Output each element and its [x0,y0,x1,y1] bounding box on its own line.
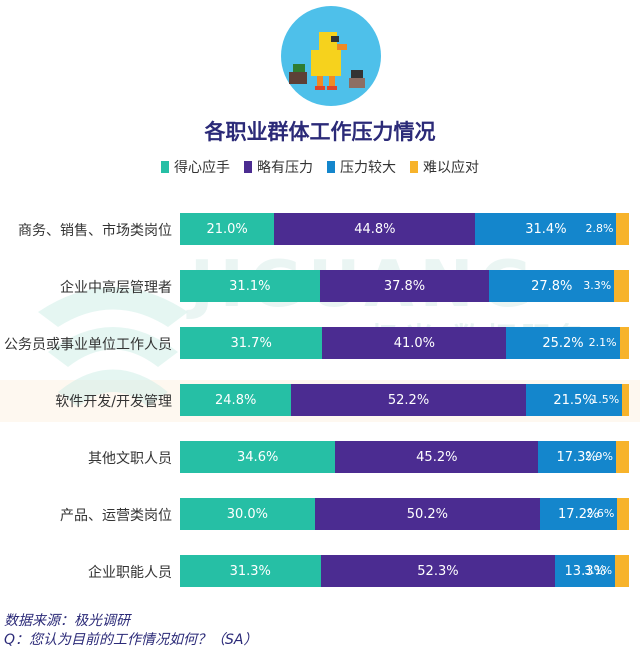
bar-segment: 13.3% [555,555,616,587]
duck-illustration-badge [281,6,381,106]
category-label: 其他文职人员 [88,451,172,467]
bar-segment: 30.0% [180,498,315,530]
data-label: 2.8% [585,222,614,235]
bar-segment: 31.7% [180,327,323,359]
stacked-bar: 31.3% 52.3% 13.3% 3.1% [180,555,629,587]
bar-segment: 31.3% [180,555,321,587]
data-label: 52.2% [387,392,430,408]
bar-segment: 2.9% [585,441,629,473]
bar-segment: 2.6% [586,498,629,530]
data-label: 24.8% [215,392,257,408]
bar-segment: 21.5% [525,384,623,416]
data-label: 2.6% [586,507,615,520]
bar-segment: 44.8% [274,213,476,245]
legend-item-2: 压力较大 [327,157,396,177]
data-label: 50.2% [406,506,449,522]
legend-label: 略有压力 [257,160,313,176]
data-label: 31.1% [229,278,271,294]
category-label: 商务、销售、市场类岗位 [18,223,172,239]
category-label: 软件开发/开发管理 [55,394,172,410]
data-label: 31.4% [525,221,567,237]
data-label: 3.3% [583,279,612,292]
legend-item-1: 略有压力 [244,157,313,177]
data-source: 数据来源：极光调研 [4,613,130,629]
data-label: 41.0% [393,335,436,351]
bar-row: 软件开发/开发管理 24.8% 52.2% 21.5% 1.5% [0,384,640,416]
legend-swatch [161,161,169,173]
data-label: 2.1% [588,336,617,349]
data-label: 34.6% [237,449,279,465]
category-label: 企业中高层管理者 [60,280,172,296]
data-label: 21.5% [553,392,595,408]
data-label: 31.7% [230,335,272,351]
data-label: 45.2% [416,449,458,465]
bar-segment: 41.0% [322,327,507,359]
chart-legend: 得心应手 略有压力 压力较大 难以应对 [0,157,640,177]
data-label: 31.3% [229,563,271,579]
bar-segment: 2.8% [585,213,629,245]
legend-swatch [244,161,252,173]
legend-label: 难以应对 [423,160,479,176]
data-label: 17.2% [558,506,600,522]
legend-item-3: 难以应对 [410,157,479,177]
bar-row: 公务员或事业单位工作人员 31.7% 41.0% 25.2% 2.1% [0,327,640,359]
bar-segment: 52.2% [291,384,526,416]
duck-icon [289,32,365,90]
stacked-bar: 24.8% 52.2% 21.5% 1.5% [180,384,629,416]
bar-segment: 31.4% [475,213,617,245]
legend-swatch [410,161,418,173]
data-label: 30.0% [226,506,268,522]
stacked-bar: 34.6% 45.2% 17.3% 2.9% [180,441,629,473]
bar-row: 企业中高层管理者 31.1% 37.8% 27.8% 3.3% [0,270,640,302]
data-label: 52.3% [417,563,459,579]
stacked-bar: 21.0% 44.8% 31.4% 2.8% [180,213,629,245]
legend-swatch [327,161,335,173]
category-label: 产品、运营类岗位 [60,508,172,524]
bar-segment: 1.5% [591,384,629,416]
data-label: 37.8% [383,278,426,294]
data-label: 1.5% [591,393,620,406]
bar-row: 商务、销售、市场类岗位 21.0% 44.8% 31.4% 2.8% [0,213,640,245]
chart-title: 各职业群体工作压力情况 [204,120,436,144]
bar-segment: 50.2% [314,498,541,530]
bar-segment: 3.1% [584,555,629,587]
stacked-bar: 30.0% 50.2% 17.2% 2.6% [180,498,629,530]
bar-segment: 2.1% [589,327,629,359]
footer: 数据来源：极光调研 Q：您认为目前的工作情况如何？（SA） [4,612,257,650]
bar-segment: 24.8% [180,384,292,416]
bar-row: 其他文职人员 34.6% 45.2% 17.3% 2.9% [0,441,640,473]
bar-segment: 52.3% [320,555,556,587]
bar-segment: 31.1% [180,270,320,302]
survey-question: Q：您认为目前的工作情况如何？（SA） [4,632,258,648]
legend-item-0: 得心应手 [161,157,230,177]
data-label: 21.0% [206,221,248,237]
data-label: 2.9% [585,450,613,463]
data-label: 3.1% [584,564,613,577]
bar-segment: 21.0% [180,213,275,245]
bar-segment: 25.2% [506,327,620,359]
stacked-bar: 31.7% 41.0% 25.2% 2.1% [180,327,629,359]
data-label: 27.8% [531,278,573,294]
data-label: 13.3% [564,563,606,579]
bar-row: 产品、运营类岗位 30.0% 50.2% 17.2% 2.6% [0,498,640,530]
data-label: 25.2% [542,335,584,351]
bar-segment: 45.2% [335,441,539,473]
bar-segment: 17.2% [540,498,618,530]
legend-label: 得心应手 [174,160,230,176]
bar-segment: 34.6% [180,441,336,473]
watermark-logo-icon [38,287,188,407]
bar-segment: 17.3% [538,441,616,473]
bar-segment: 37.8% [319,270,490,302]
stacked-bar: 31.1% 37.8% 27.8% 3.3% [180,270,629,302]
bar-segment: 27.8% [489,270,615,302]
category-label: 公务员或事业单位工作人员 [4,337,172,353]
data-label: 17.3% [556,449,598,465]
bar-segment: 3.3% [583,270,629,302]
data-label: 44.8% [354,221,396,237]
bar-row: 企业职能人员 31.3% 52.3% 13.3% 3.1% [0,555,640,587]
legend-label: 压力较大 [340,160,396,176]
category-label: 企业职能人员 [88,565,172,581]
